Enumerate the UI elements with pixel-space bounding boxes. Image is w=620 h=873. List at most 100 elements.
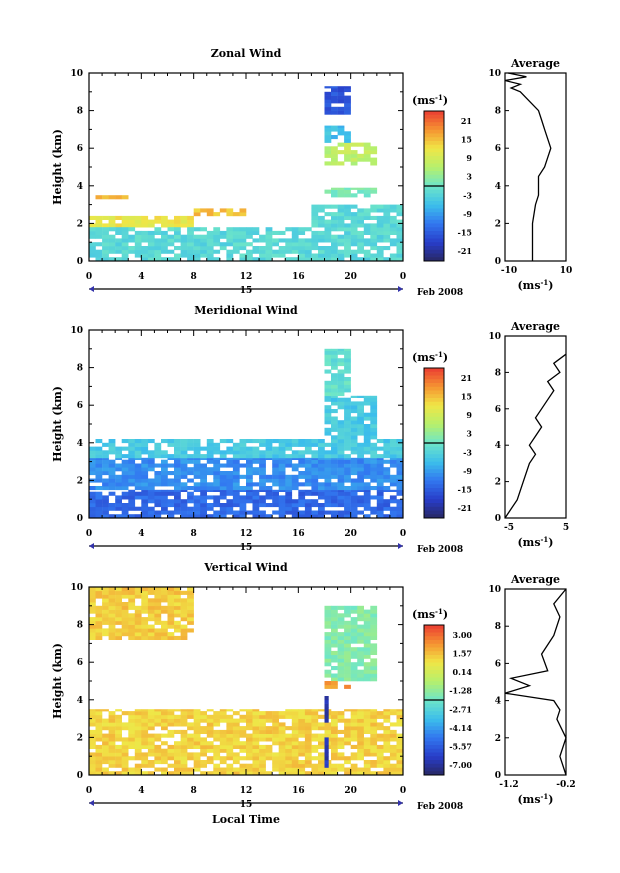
heatmap-cell-r0 [331,491,338,496]
heatmap-cell-r0 [246,489,253,492]
heatmap-cell-r3 [121,238,129,243]
heatmap-cell-r1 [167,620,175,625]
heatmap-cell-r1 [174,590,181,595]
heatmap-cell-r0 [396,711,404,716]
colorbar-band [424,718,444,723]
heatmap-cell-r0 [259,767,266,772]
heatmap-cell-r1 [396,463,404,468]
heatmap-cell-r0 [174,722,181,727]
heatmap-cell-r0 [363,491,371,496]
colorbar-tick-label: -4.14 [449,723,472,733]
heatmap-cell-r1 [285,463,293,468]
heatmap-cell-r0 [259,733,266,738]
heatmap-cell-r1 [174,613,181,618]
heatmap-cell-r4 [331,388,338,393]
heatmap-cell-r4 [331,365,338,370]
heatmap-cell-r3 [357,416,364,421]
colorbar-units-sup: -1 [435,607,443,616]
colorbar-band [424,234,444,239]
heatmap-cell-r3 [174,253,181,258]
heatmap-cell-r0 [187,744,194,749]
heatmap-cell-r0 [285,733,293,738]
heatmap-cell-r1 [95,590,103,595]
heatmap-cell-r0 [324,722,332,727]
heatmap-cell-r0 [167,756,175,761]
heatmap-cell-r1 [121,482,129,487]
heatmap-cell-r1 [167,635,175,640]
colorbar-band [424,692,444,697]
heatmap-cell-r2 [108,442,116,447]
heatmap-cell-r0 [318,741,325,746]
heatmap-cell-r0 [147,726,155,731]
heatmap-cell-r3 [350,424,358,429]
heatmap-cell-r2 [350,450,358,455]
avg-y-tick-label: 6 [495,659,501,669]
heatmap-cell-r2 [304,439,312,444]
colorbar-tick-label: 3 [466,429,472,439]
heatmap-cell-r0 [200,726,207,731]
heatmap-cell-r4 [337,377,345,382]
heatmap-cell-r0 [357,489,364,492]
y-tick-label: 2 [77,476,83,486]
heatmap-cell-r0 [134,714,142,719]
heatmap-cell-r1 [154,587,162,592]
heatmap-cell-r1 [272,457,279,460]
heatmap-cell-r0 [272,756,279,761]
heatmap-cell-r0 [389,737,397,742]
heatmap-cell-r0 [285,752,293,757]
heatmap-cell-r0 [370,737,378,742]
heatmap-cell-r1 [134,613,142,618]
heatmap-cell-r4 [383,212,391,217]
heatmap-cell-r0 [128,718,136,723]
heatmap-cell-r2 [239,446,247,451]
heatmap-cell-r3 [370,427,378,432]
colorbar-units-base: (ms [412,608,435,621]
heatmap-cell-r0 [115,722,122,727]
y-axis-label: Height (km) [51,386,64,462]
heatmap-cell-r3 [265,230,273,235]
heatmap-cell-r0 [298,744,306,749]
heatmap-cell-r1 [206,467,214,472]
heatmap-cell-r3 [246,257,253,262]
heatmap-cell-r0 [213,748,221,753]
heatmap-cell-r0 [272,714,279,719]
heatmap-cell-r2 [174,442,181,447]
heatmap-cell-r2 [246,446,253,451]
y-tick-label: 6 [77,144,83,154]
heatmap-cell-r1 [121,632,129,637]
heatmap-cell-r0 [95,737,103,742]
heatmap-cell-r1 [89,632,96,637]
heatmap-cell-r1 [383,486,391,491]
heatmap-cell-r1 [147,602,155,607]
heatmap-cell-r2 [363,442,371,447]
heatmap-cell-r4 [357,215,364,220]
heatmap-cell-r0 [357,767,364,772]
heatmap-cell-r0 [193,726,201,731]
heatmap-cell-r6 [337,150,345,155]
colorbar-band [424,756,444,761]
heatmap-cell-r3 [324,397,332,402]
heatmap-cell-r2 [357,446,364,451]
heatmap-cell-r0 [350,752,358,757]
x-tick-label: 12 [240,529,253,539]
heatmap-cell-r0 [128,733,136,738]
heatmap-cell-r1 [161,620,168,625]
heatmap-cell-r0 [128,223,136,228]
heatmap-cell-r0 [298,514,306,519]
heatmap-cell-r0 [108,752,116,757]
heatmap-cell-r8 [337,86,345,89]
heatmap-cell-r1 [128,598,136,603]
heatmap-cell-r0 [174,495,181,500]
heatmap-cell-r1 [232,474,240,479]
average-title: Average [510,320,560,333]
heatmap-cell-r0 [331,748,338,753]
heatmap-cell-r0 [200,744,207,749]
heatmap-cell-r2 [331,613,338,618]
colorbar-tick-label: -9 [463,209,472,219]
heatmap-cell-r0 [174,491,181,496]
heatmap-cell-r0 [121,491,129,496]
heatmap-cell-r0 [337,767,345,772]
heatmap-cell-r2 [285,446,293,451]
heatmap-cell-r0 [128,756,136,761]
heatmap-cell-r0 [161,506,168,511]
